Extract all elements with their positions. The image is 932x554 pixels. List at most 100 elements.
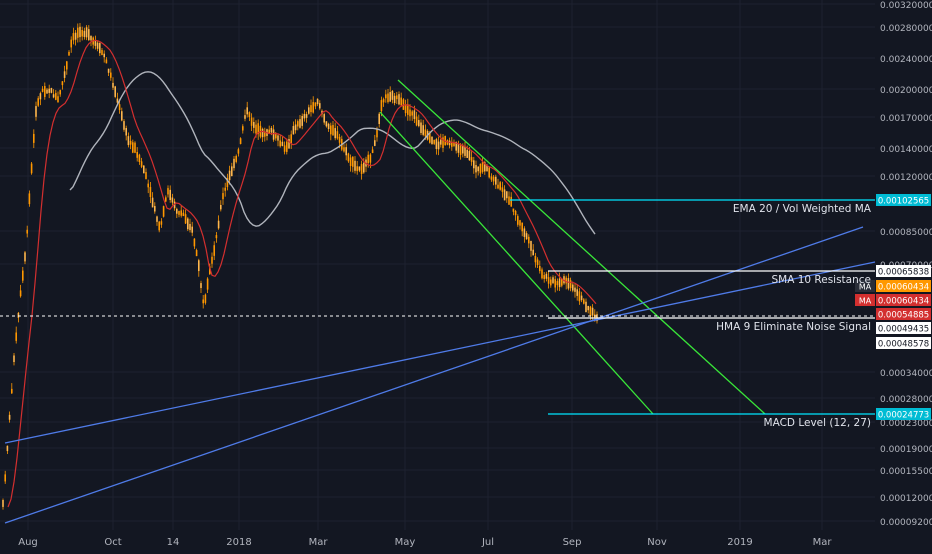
candle-body bbox=[352, 156, 354, 167]
candle-body bbox=[147, 183, 149, 188]
candle-body bbox=[281, 141, 284, 146]
candle-body bbox=[129, 140, 132, 145]
candle-body bbox=[57, 96, 59, 103]
candle-body bbox=[257, 123, 259, 135]
annotation-label[interactable]: EMA 20 / Vol Weighted MA bbox=[733, 203, 872, 215]
annotation-label[interactable]: SMA 10 Resistance bbox=[771, 274, 871, 286]
candle-body bbox=[77, 27, 79, 38]
candle-body bbox=[440, 139, 442, 145]
candle-body bbox=[248, 112, 251, 118]
candle-body bbox=[539, 265, 541, 272]
y-tick-label: 0.00023000 bbox=[880, 419, 932, 429]
candle-body bbox=[220, 204, 222, 210]
trendline-2[interactable] bbox=[4, 226, 864, 524]
candle-body bbox=[118, 104, 121, 111]
candle-body bbox=[123, 121, 125, 130]
candle-body bbox=[308, 107, 310, 114]
candle-body bbox=[475, 165, 477, 173]
x-tick-label: 14 bbox=[167, 537, 180, 548]
candle-body bbox=[385, 94, 387, 99]
candle-body bbox=[217, 220, 220, 229]
candle-body bbox=[316, 98, 319, 105]
candle-body bbox=[237, 149, 240, 154]
candle-body bbox=[391, 90, 394, 100]
price-badge-text: 0.00060434 bbox=[878, 283, 929, 293]
candle-body bbox=[19, 290, 22, 297]
price-badge bbox=[876, 308, 931, 320]
candle-body bbox=[297, 121, 299, 127]
candle-body bbox=[558, 278, 561, 288]
candle-body bbox=[431, 136, 433, 144]
y-tick-label: 0.00012000 bbox=[880, 494, 932, 504]
annotation-label[interactable]: MACD Level (12, 27) bbox=[764, 417, 871, 429]
candle-body bbox=[327, 123, 330, 129]
annotation-label[interactable]: HMA 9 Eliminate Noise Signal bbox=[716, 321, 871, 333]
y-tick-label: 0.00085000 bbox=[880, 228, 932, 238]
candle-body bbox=[499, 182, 501, 190]
candle-body bbox=[211, 256, 213, 264]
candle-body bbox=[393, 95, 396, 104]
x-tick-label: Aug bbox=[18, 537, 38, 548]
candle-body bbox=[345, 147, 347, 156]
candle-body bbox=[486, 165, 488, 172]
candle-body bbox=[442, 137, 444, 148]
trendline-1[interactable] bbox=[4, 261, 876, 444]
candle-body bbox=[409, 109, 411, 117]
candle-body bbox=[105, 59, 108, 64]
ma-tag-text: MA bbox=[859, 297, 872, 306]
candle-body bbox=[195, 250, 198, 257]
candle-body bbox=[462, 146, 464, 154]
channel-upper[interactable] bbox=[397, 79, 766, 415]
candle-body bbox=[389, 92, 391, 102]
candle-body bbox=[415, 116, 418, 126]
candle-body bbox=[310, 105, 312, 113]
candle-body bbox=[338, 136, 341, 143]
candle-body bbox=[413, 110, 416, 120]
candle-body bbox=[455, 141, 457, 151]
candle-body bbox=[261, 128, 264, 138]
candle-body bbox=[121, 111, 123, 121]
candle-body bbox=[369, 154, 372, 163]
ma-line-slow bbox=[69, 71, 596, 235]
candle-body bbox=[532, 249, 534, 256]
price-badge-text: 0.00024773 bbox=[878, 411, 929, 421]
candle-body bbox=[299, 119, 301, 128]
candle-body bbox=[140, 161, 143, 167]
candle-body bbox=[169, 189, 171, 200]
candle-body bbox=[517, 216, 519, 225]
candle-body bbox=[488, 167, 490, 178]
candle-body bbox=[477, 166, 479, 172]
candle-body bbox=[495, 176, 497, 185]
candle-body bbox=[294, 124, 297, 131]
ma-tag bbox=[855, 280, 875, 292]
candle-body bbox=[145, 172, 147, 179]
x-tick-label: Sep bbox=[563, 537, 582, 548]
y-tick-label: 0.00200000 bbox=[880, 86, 932, 96]
x-axis-labels: Aug Oct 14 2018 Mar May Jul Sep Nov 2019 Mar bbox=[18, 537, 832, 548]
candle-body bbox=[90, 35, 92, 41]
time-axis[interactable] bbox=[0, 530, 932, 550]
candle-body bbox=[103, 53, 105, 58]
candle-body bbox=[156, 216, 158, 222]
channel-lower[interactable] bbox=[379, 111, 654, 415]
plot-area[interactable] bbox=[0, 0, 875, 530]
y-tick-label: 0.00028000 bbox=[880, 395, 932, 405]
candle-body bbox=[63, 71, 66, 78]
candle-body bbox=[206, 278, 209, 290]
candle-body bbox=[574, 287, 576, 292]
candle-body bbox=[547, 277, 550, 284]
y-tick-label: 0.00034000 bbox=[880, 369, 932, 379]
candle-body bbox=[193, 238, 196, 247]
y-tick-label: 0.00015500 bbox=[880, 467, 932, 477]
candle-body bbox=[250, 117, 253, 126]
candle-body bbox=[578, 291, 581, 302]
candle-body bbox=[61, 81, 64, 86]
y-tick-label: 0.00240000 bbox=[880, 55, 932, 65]
candle-body bbox=[464, 146, 466, 156]
candle-body bbox=[244, 115, 246, 119]
candle-body bbox=[79, 26, 81, 38]
candle-body bbox=[343, 147, 345, 152]
candle-body bbox=[66, 61, 68, 70]
candle-body bbox=[587, 305, 589, 311]
candle-body bbox=[453, 142, 455, 146]
